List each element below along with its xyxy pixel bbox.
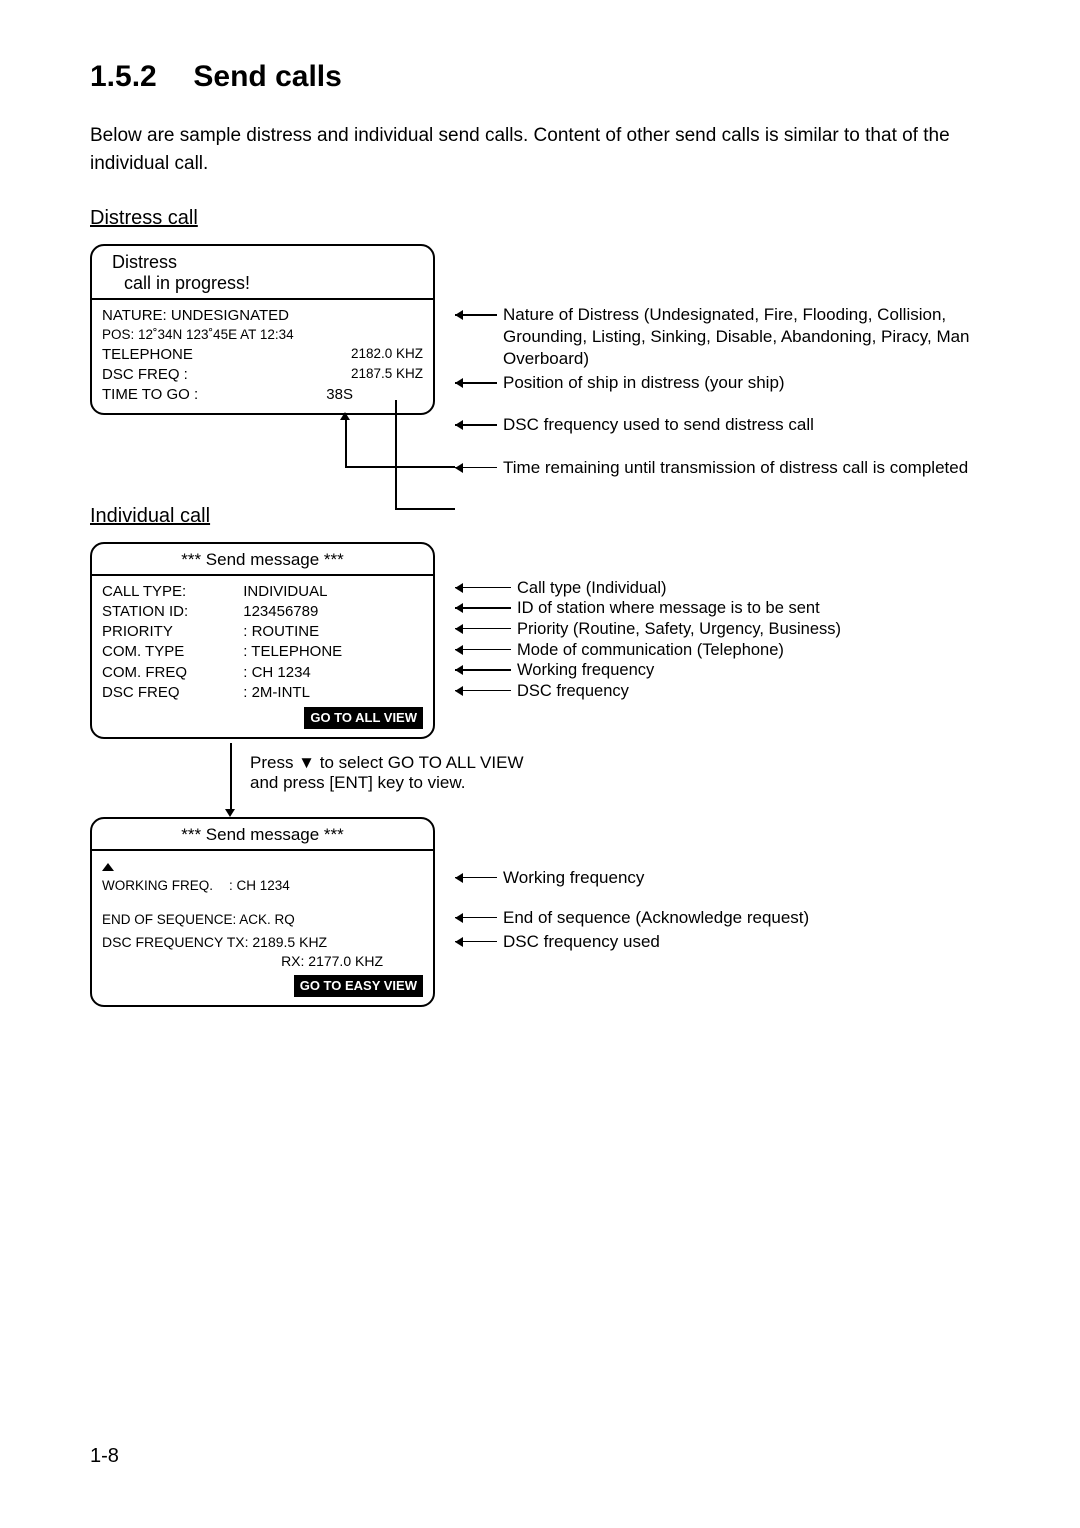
dscfreq-val: 2187.5 KHZ	[351, 365, 423, 385]
dsc-rx: RX: 2177.0 KHZ	[102, 952, 423, 971]
connector-h2	[345, 466, 455, 468]
dscfreq2-label: DSC FREQ	[102, 683, 243, 703]
ann-position: Position of ship in distress (your ship)	[455, 372, 990, 394]
mid-instr-2: and press [ENT] key to view.	[250, 773, 990, 793]
connector-v2	[345, 420, 347, 466]
eos-line: END OF SEQUENCE: ACK. RQ	[102, 911, 423, 929]
intro-text: Below are sample distress and individual…	[90, 122, 990, 177]
distress-annotations: Nature of Distress (Undesignated, Fire, …	[455, 244, 990, 481]
arrow-down-icon	[225, 809, 235, 817]
arrow-up-icon	[340, 412, 350, 420]
distress-header-l2: call in progress!	[112, 273, 423, 294]
dscfreq-label: DSC FREQ :	[102, 365, 188, 385]
ann-dscfreq: DSC frequency	[455, 681, 841, 702]
individual-subhead: Individual call	[90, 505, 990, 528]
ann-station: ID of station where message is to be sen…	[455, 598, 841, 619]
distress-header-l1: Distress	[112, 252, 423, 273]
go-easy-view-button[interactable]: GO TO EASY VIEW	[294, 975, 423, 997]
dscfreq2-val: : 2M-INTL	[243, 683, 423, 703]
workfreq2-val: : CH 1234	[229, 877, 290, 895]
go-all-view-button[interactable]: GO TO ALL VIEW	[304, 707, 423, 729]
time-label: TIME TO GO :	[102, 385, 198, 405]
ann-priority: Priority (Routine, Safety, Urgency, Busi…	[455, 619, 841, 640]
scroll-up-icon	[102, 863, 114, 871]
comtype-label: COM. TYPE	[102, 642, 243, 662]
comfreq-val: : CH 1234	[243, 663, 423, 683]
ann-eos: End of sequence (Acknowledge request)	[455, 907, 809, 929]
priority-label: PRIORITY	[102, 622, 243, 642]
sendmsg-annotations: Call type (Individual) ID of station whe…	[455, 542, 841, 702]
priority-val: : ROUTINE	[243, 622, 423, 642]
calltype-val: INDIVIDUAL	[243, 582, 423, 602]
ann-workfreq2: Working frequency	[455, 867, 809, 889]
ann-dsc: DSC frequency used to send distress call	[455, 414, 990, 436]
sendmsg-panel-2: *** Send message *** WORKING FREQ. : CH …	[90, 817, 435, 1007]
ann-workfreq: Working frequency	[455, 660, 841, 681]
ann-calltype: Call type (Individual)	[455, 578, 841, 599]
ann-time: Time remaining until transmission of dis…	[455, 457, 990, 479]
dsc-tx: DSC FREQUENCY TX: 2189.5 KHZ	[102, 933, 423, 952]
calltype-label: CALL TYPE:	[102, 582, 243, 602]
tel-val: 2182.0 KHZ	[351, 345, 423, 365]
section-title: Send calls	[193, 60, 341, 93]
ann-comtype: Mode of communication (Telephone)	[455, 640, 841, 661]
station-label: STATION ID:	[102, 602, 243, 622]
ann-nature: Nature of Distress (Undesignated, Fire, …	[455, 304, 990, 370]
sendmsg2-annotations: Working frequency End of sequence (Ackno…	[455, 817, 809, 955]
ann-dscused: DSC frequency used	[455, 931, 809, 953]
sendmsg-panel-1: *** Send message *** CALL TYPE:INDIVIDUA…	[90, 542, 435, 739]
time-val: 38S	[326, 385, 353, 405]
distress-subhead: Distress call	[90, 207, 990, 230]
comtype-val: : TELEPHONE	[243, 642, 423, 662]
sendmsg-header-1: *** Send message ***	[92, 544, 433, 576]
distress-panel: Distress call in progress! NATURE: UNDES…	[90, 244, 435, 415]
section-heading: 1.5.2 Send calls	[90, 60, 990, 94]
sendmsg-header-2: *** Send message ***	[92, 819, 433, 851]
tel-label: TELEPHONE	[102, 345, 193, 365]
distress-panel-header: Distress call in progress!	[92, 246, 433, 300]
connector-v1	[395, 400, 397, 508]
nature-line: NATURE: UNDESIGNATED	[102, 306, 423, 326]
page-number: 1-8	[90, 1445, 119, 1468]
connector-h1	[395, 508, 455, 510]
section-number: 1.5.2	[90, 60, 157, 93]
station-val: 123456789	[243, 602, 423, 622]
pos-line: POS: 12˚34N 123˚45E AT 12:34	[102, 326, 423, 344]
mid-instr-1: Press ▼ to select GO TO ALL VIEW	[250, 753, 990, 773]
workfreq2-label: WORKING FREQ.	[102, 877, 213, 895]
comfreq-label: COM. FREQ	[102, 663, 243, 683]
